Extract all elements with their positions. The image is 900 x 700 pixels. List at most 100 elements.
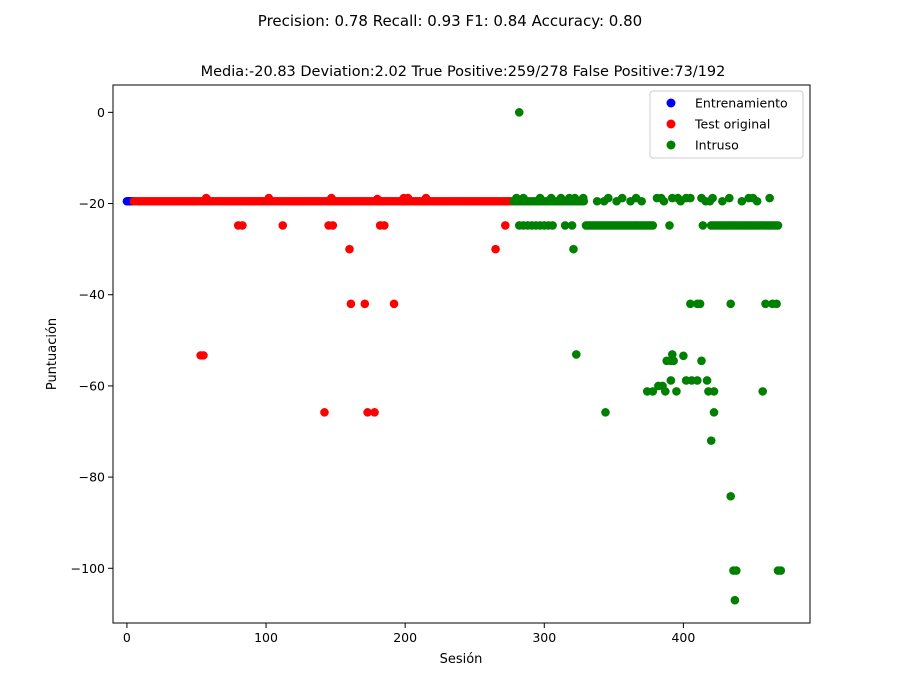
data-point bbox=[706, 436, 716, 445]
data-point bbox=[570, 193, 580, 203]
chart-title: Media:-20.83 Deviation:2.02 True Positiv… bbox=[201, 64, 726, 80]
data-point bbox=[501, 221, 510, 230]
data-point bbox=[345, 244, 354, 254]
series-test-original bbox=[129, 193, 516, 417]
data-point bbox=[761, 299, 770, 309]
legend-entry: Intruso bbox=[695, 138, 739, 153]
legend-entry: Entrenamiento bbox=[695, 96, 788, 111]
data-point bbox=[512, 193, 521, 203]
data-point bbox=[601, 408, 610, 417]
data-point bbox=[592, 196, 602, 206]
data-point bbox=[617, 193, 627, 203]
data-point bbox=[702, 376, 712, 385]
data-point bbox=[708, 193, 717, 203]
data-point bbox=[698, 221, 708, 230]
data-point bbox=[571, 350, 581, 359]
data-point bbox=[421, 193, 431, 203]
x-axis-ticks: 0 100 200 300 400 bbox=[123, 623, 695, 645]
x-tick-label: 200 bbox=[393, 630, 417, 645]
data-point bbox=[709, 387, 719, 396]
x-tick-label: 400 bbox=[671, 630, 695, 645]
data-point bbox=[556, 193, 566, 203]
data-point bbox=[346, 299, 356, 309]
y-tick-label: −40 bbox=[79, 287, 105, 302]
data-point bbox=[773, 221, 783, 230]
scatter-points bbox=[122, 108, 786, 605]
data-point bbox=[669, 356, 678, 366]
data-point bbox=[695, 299, 705, 309]
data-point bbox=[672, 387, 681, 396]
data-point bbox=[726, 491, 735, 501]
legend-marker bbox=[666, 119, 676, 129]
series-intruso bbox=[509, 108, 786, 605]
data-point bbox=[659, 196, 669, 206]
x-tick-label: 300 bbox=[532, 630, 556, 645]
data-point bbox=[758, 387, 767, 396]
data-point bbox=[327, 193, 336, 203]
data-point bbox=[546, 193, 556, 203]
y-tick-label: 0 bbox=[97, 105, 105, 120]
data-point bbox=[491, 244, 500, 254]
x-tick-label: 0 bbox=[123, 630, 131, 645]
legend: Entrenamiento Test original Intruso bbox=[649, 90, 804, 159]
data-point bbox=[514, 108, 524, 117]
data-point bbox=[737, 196, 747, 206]
data-point bbox=[697, 356, 706, 366]
data-point bbox=[648, 221, 658, 230]
data-point bbox=[403, 193, 413, 203]
legend-box bbox=[649, 90, 804, 159]
data-point bbox=[772, 299, 781, 309]
data-point bbox=[519, 193, 528, 203]
data-point bbox=[373, 194, 382, 204]
data-point bbox=[278, 221, 288, 230]
data-point bbox=[765, 193, 774, 203]
data-point bbox=[718, 196, 727, 206]
data-point bbox=[199, 351, 208, 360]
data-point bbox=[535, 193, 545, 203]
data-point bbox=[264, 193, 274, 203]
legend-marker bbox=[666, 98, 676, 108]
data-point bbox=[725, 193, 734, 203]
data-point bbox=[370, 408, 379, 417]
data-point bbox=[709, 408, 719, 417]
data-point bbox=[726, 299, 735, 309]
data-point bbox=[686, 299, 695, 309]
data-point bbox=[569, 244, 578, 254]
data-point bbox=[320, 408, 329, 417]
data-point bbox=[666, 376, 676, 385]
data-point bbox=[730, 595, 740, 605]
data-point bbox=[603, 193, 613, 203]
data-point bbox=[679, 351, 688, 361]
data-point bbox=[637, 196, 646, 206]
data-point bbox=[389, 299, 399, 309]
y-tick-label: −20 bbox=[79, 196, 105, 211]
data-point bbox=[686, 193, 695, 203]
y-axis-label: Puntuación bbox=[45, 318, 60, 390]
data-point bbox=[238, 221, 247, 230]
data-point bbox=[661, 387, 670, 396]
data-point bbox=[201, 193, 211, 203]
legend-marker bbox=[666, 140, 676, 150]
data-point bbox=[360, 299, 370, 309]
data-point bbox=[560, 221, 570, 230]
x-axis-label: Sesión bbox=[440, 652, 483, 667]
y-axis-ticks: 0 −20 −40 −60 −80 −100 bbox=[71, 105, 113, 576]
data-point bbox=[548, 221, 557, 230]
legend-entry: Test original bbox=[694, 117, 770, 132]
x-tick-label: 100 bbox=[254, 630, 278, 645]
data-point bbox=[776, 566, 786, 575]
y-tick-label: −80 bbox=[79, 470, 105, 485]
data-point bbox=[693, 376, 702, 385]
data-point bbox=[379, 221, 389, 230]
data-point bbox=[665, 221, 674, 230]
figure-suptitle: Precision: 0.78 Recall: 0.93 F1: 0.84 Ac… bbox=[258, 12, 642, 30]
data-point bbox=[578, 193, 588, 203]
data-point bbox=[752, 196, 762, 206]
data-point bbox=[731, 566, 741, 575]
data-point bbox=[328, 221, 338, 230]
data-point bbox=[567, 221, 577, 230]
y-tick-label: −60 bbox=[79, 378, 105, 393]
plot-frame bbox=[112, 84, 811, 624]
data-point bbox=[363, 408, 372, 417]
